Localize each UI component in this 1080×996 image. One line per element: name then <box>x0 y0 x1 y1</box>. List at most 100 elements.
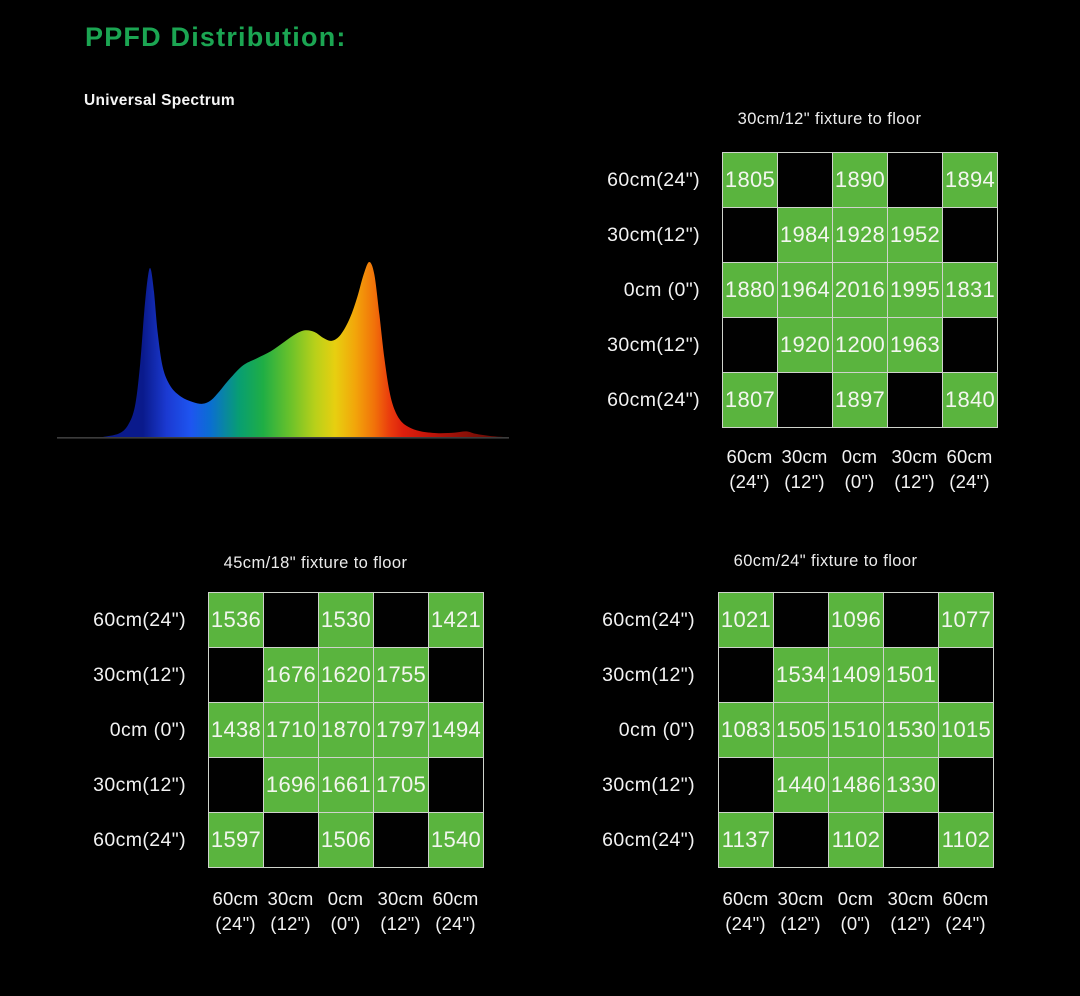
grid-cell-value: 1661 <box>319 758 373 812</box>
grid-cell-value: 1083 <box>719 703 773 757</box>
col-label-inch: (12") <box>270 913 311 934</box>
grid-cell-empty <box>943 208 997 262</box>
col-label: 30cm (12") <box>887 444 942 494</box>
row-label: 30cm(12") <box>602 774 695 796</box>
col-label-inch: (24") <box>949 471 990 492</box>
col-label: 60cm (24") <box>942 444 997 494</box>
grid-cell-value: 2016 <box>833 263 887 317</box>
row-label: 60cm(24") <box>602 829 695 851</box>
col-label-cm: 0cm <box>327 888 364 909</box>
grid-cell-empty <box>723 208 777 262</box>
table-title: 60cm/24" fixture to floor <box>733 552 918 570</box>
col-label: 60cm (24") <box>208 886 263 936</box>
grid-cell-value: 1984 <box>778 208 832 262</box>
grid-cell-value: 1536 <box>209 593 263 647</box>
grid-cell-value: 1506 <box>319 813 373 867</box>
table-title: 45cm/18" fixture to floor <box>223 554 408 572</box>
row-label: 0cm (0") <box>618 719 695 741</box>
col-labels: 60cm (24") 30cm (12") 0cm (0") 30cm (12") 60cm (2… <box>208 886 483 936</box>
grid-cell-empty <box>774 593 828 647</box>
row-label: 60cm(24") <box>602 609 695 631</box>
col-label: 60cm (24") <box>722 444 777 494</box>
spectrum-title: Universal Spectrum <box>84 92 235 109</box>
grid-cell-value: 1620 <box>319 648 373 702</box>
grid-cell-value: 1676 <box>264 648 318 702</box>
grid-cell-value: 1510 <box>829 703 883 757</box>
grid-cell-value: 1897 <box>833 373 887 427</box>
table-title: 30cm/12" fixture to floor <box>737 110 922 128</box>
col-label-cm: 60cm <box>212 888 259 909</box>
col-label-inch: (24") <box>215 913 256 934</box>
col-label: 30cm (12") <box>883 886 938 936</box>
grid-cell-value: 1807 <box>723 373 777 427</box>
ppfd-grid: 1021 1096 1077 1534 1409 1501 1083 1505 1510 1530… <box>718 592 994 868</box>
row-label: 0cm (0") <box>109 719 186 741</box>
grid-cell-empty <box>264 813 318 867</box>
col-label-inch: (24") <box>729 471 770 492</box>
col-label: 60cm (24") <box>718 886 773 936</box>
grid-cell-value: 1102 <box>939 813 993 867</box>
grid-cell-empty <box>939 758 993 812</box>
col-label-cm: 60cm <box>942 888 989 909</box>
grid-cell-value: 1870 <box>319 703 373 757</box>
grid-cell-value: 1486 <box>829 758 883 812</box>
grid-cell-empty <box>374 593 428 647</box>
col-label-inch: (12") <box>890 913 931 934</box>
col-label: 60cm (24") <box>938 886 993 936</box>
col-label-cm: 60cm <box>722 888 769 909</box>
row-label: 30cm(12") <box>93 664 186 686</box>
spectrum-curve <box>102 262 504 437</box>
grid-cell-value: 1102 <box>829 813 883 867</box>
grid-cell-value: 1530 <box>319 593 373 647</box>
row-label: 0cm (0") <box>623 279 700 301</box>
row-label: 30cm(12") <box>602 664 695 686</box>
col-label-inch: (12") <box>784 471 825 492</box>
col-label-inch: (0") <box>844 471 875 492</box>
grid-cell-value: 1840 <box>943 373 997 427</box>
col-label-inch: (12") <box>780 913 821 934</box>
grid-cell-value: 1021 <box>719 593 773 647</box>
grid-cell-value: 1831 <box>943 263 997 317</box>
grid-cell-empty <box>209 758 263 812</box>
grid-cell-value: 1894 <box>943 153 997 207</box>
col-label: 0cm (0") <box>318 886 373 936</box>
grid-cell-empty <box>778 373 832 427</box>
col-label: 30cm (12") <box>263 886 318 936</box>
grid-cell-value: 1963 <box>888 318 942 372</box>
grid-cell-value: 1440 <box>774 758 828 812</box>
row-labels: 60cm(24") 30cm(12") 0cm (0") 30cm(12") 60cm(… <box>557 153 700 428</box>
grid-cell-value: 1530 <box>884 703 938 757</box>
col-labels: 60cm (24") 30cm (12") 0cm (0") 30cm (12") 60cm (2… <box>722 444 997 494</box>
grid-cell-value: 1421 <box>429 593 483 647</box>
col-label-inch: (24") <box>435 913 476 934</box>
grid-cell-value: 1890 <box>833 153 887 207</box>
col-label-cm: 0cm <box>837 888 874 909</box>
row-label: 30cm(12") <box>93 774 186 796</box>
col-label-cm: 0cm <box>841 446 878 467</box>
grid-cell-value: 1880 <box>723 263 777 317</box>
row-label: 60cm(24") <box>93 829 186 851</box>
row-labels: 60cm(24") 30cm(12") 0cm (0") 30cm(12") 60cm(… <box>552 593 695 868</box>
col-label: 30cm (12") <box>373 886 428 936</box>
grid-cell-value: 1330 <box>884 758 938 812</box>
grid-cell-value: 1015 <box>939 703 993 757</box>
grid-cell-value: 1501 <box>884 648 938 702</box>
col-label-cm: 30cm <box>781 446 828 467</box>
grid-cell-value: 1705 <box>374 758 428 812</box>
col-label-cm: 60cm <box>432 888 479 909</box>
col-label: 0cm (0") <box>828 886 883 936</box>
grid-cell-empty <box>429 648 483 702</box>
grid-cell-value: 1928 <box>833 208 887 262</box>
col-label: 0cm (0") <box>832 444 887 494</box>
col-label-cm: 30cm <box>891 446 938 467</box>
grid-cell-empty <box>778 153 832 207</box>
col-label-inch: (0") <box>330 913 361 934</box>
ppfd-grid: 1805 1890 1894 1984 1928 1952 1880 1964 2016 1995… <box>722 152 998 428</box>
grid-cell-value: 1710 <box>264 703 318 757</box>
grid-cell-empty <box>374 813 428 867</box>
row-label: 60cm(24") <box>93 609 186 631</box>
page-title: PPFD Distribution: <box>85 22 347 52</box>
grid-cell-empty <box>888 153 942 207</box>
col-label-cm: 30cm <box>777 888 824 909</box>
grid-cell-value: 1137 <box>719 813 773 867</box>
